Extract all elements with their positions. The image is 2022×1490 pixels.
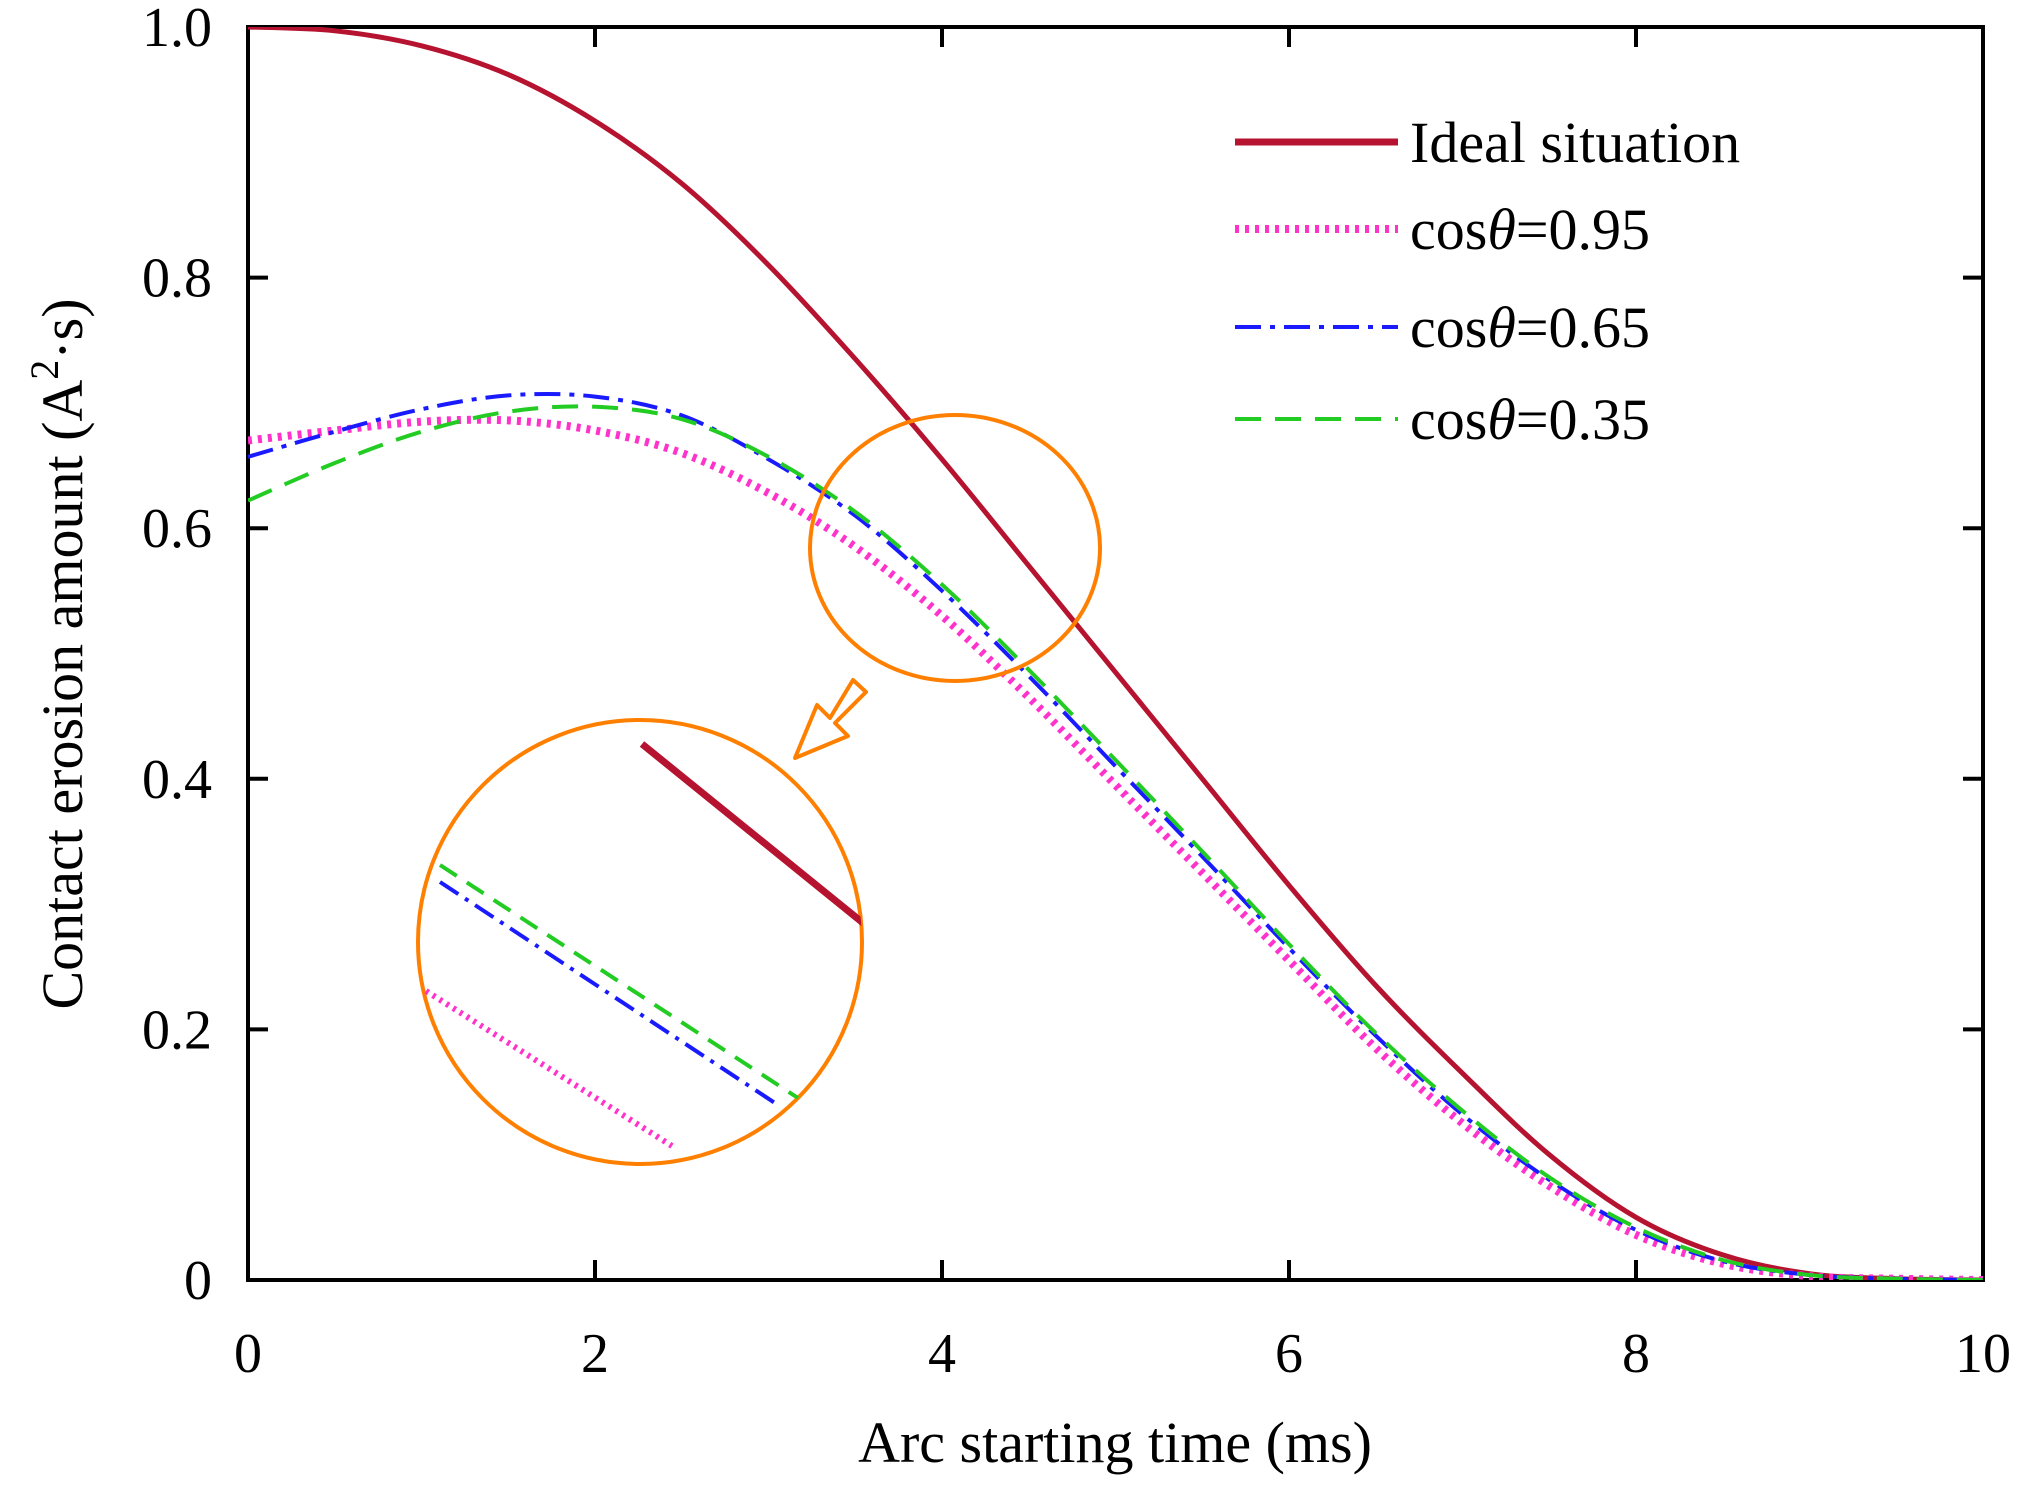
y-tick-labels: 0 0.2 0.4 0.6 0.8 1.0 xyxy=(142,0,212,1312)
series-line-0 xyxy=(248,27,1983,1280)
x-tick-label: 8 xyxy=(1622,1323,1650,1385)
plot-frame xyxy=(246,25,1985,1282)
x-tick-label: 2 xyxy=(581,1323,609,1385)
legend-label-cos095: cosθ=0.95 xyxy=(1410,197,1650,262)
x-axis-label: Arc starting time (ms) xyxy=(858,1410,1372,1475)
series-line-3 xyxy=(248,404,1983,1280)
zoom-arrow xyxy=(793,678,868,760)
x-tick-labels: 0 2 4 6 8 10 xyxy=(234,1323,2011,1385)
y-tick-label: 0.6 xyxy=(142,498,212,560)
x-tick-label: 4 xyxy=(928,1323,956,1385)
highlight-circle xyxy=(808,413,1102,683)
y-tick-label: 0.4 xyxy=(142,749,212,811)
legend-label-ideal: Ideal situation xyxy=(1410,110,1740,175)
x-tick-label: 0 xyxy=(234,1323,262,1385)
y-tick-label: 0.2 xyxy=(142,999,212,1061)
zoom-line-cos065 xyxy=(438,880,780,1107)
x-tick-label: 10 xyxy=(1955,1323,2011,1385)
series-lines xyxy=(248,27,1983,1280)
zoom-lines xyxy=(424,741,862,1149)
y-tick-label: 1.0 xyxy=(142,0,212,59)
y-tick-label: 0.8 xyxy=(142,248,212,310)
zoom-line-cos095 xyxy=(424,988,674,1149)
y-tick-label: 0 xyxy=(184,1250,212,1312)
axis-ticks xyxy=(246,25,1985,1282)
series-line-2 xyxy=(248,391,1983,1280)
y-axis-label: Contact erosion amount (A2·s) xyxy=(22,298,95,1009)
zoom-line-cos035 xyxy=(438,863,800,1100)
legend-label-cos035: cosθ=0.35 xyxy=(1410,387,1650,452)
legend: Ideal situation cosθ=0.95 cosθ=0.65 cosθ… xyxy=(1235,110,1740,452)
x-tick-label: 6 xyxy=(1275,1323,1303,1385)
zoom-line-ideal xyxy=(639,741,862,930)
zoom-annotation xyxy=(416,413,1102,1166)
legend-label-cos065: cosθ=0.65 xyxy=(1410,295,1650,360)
